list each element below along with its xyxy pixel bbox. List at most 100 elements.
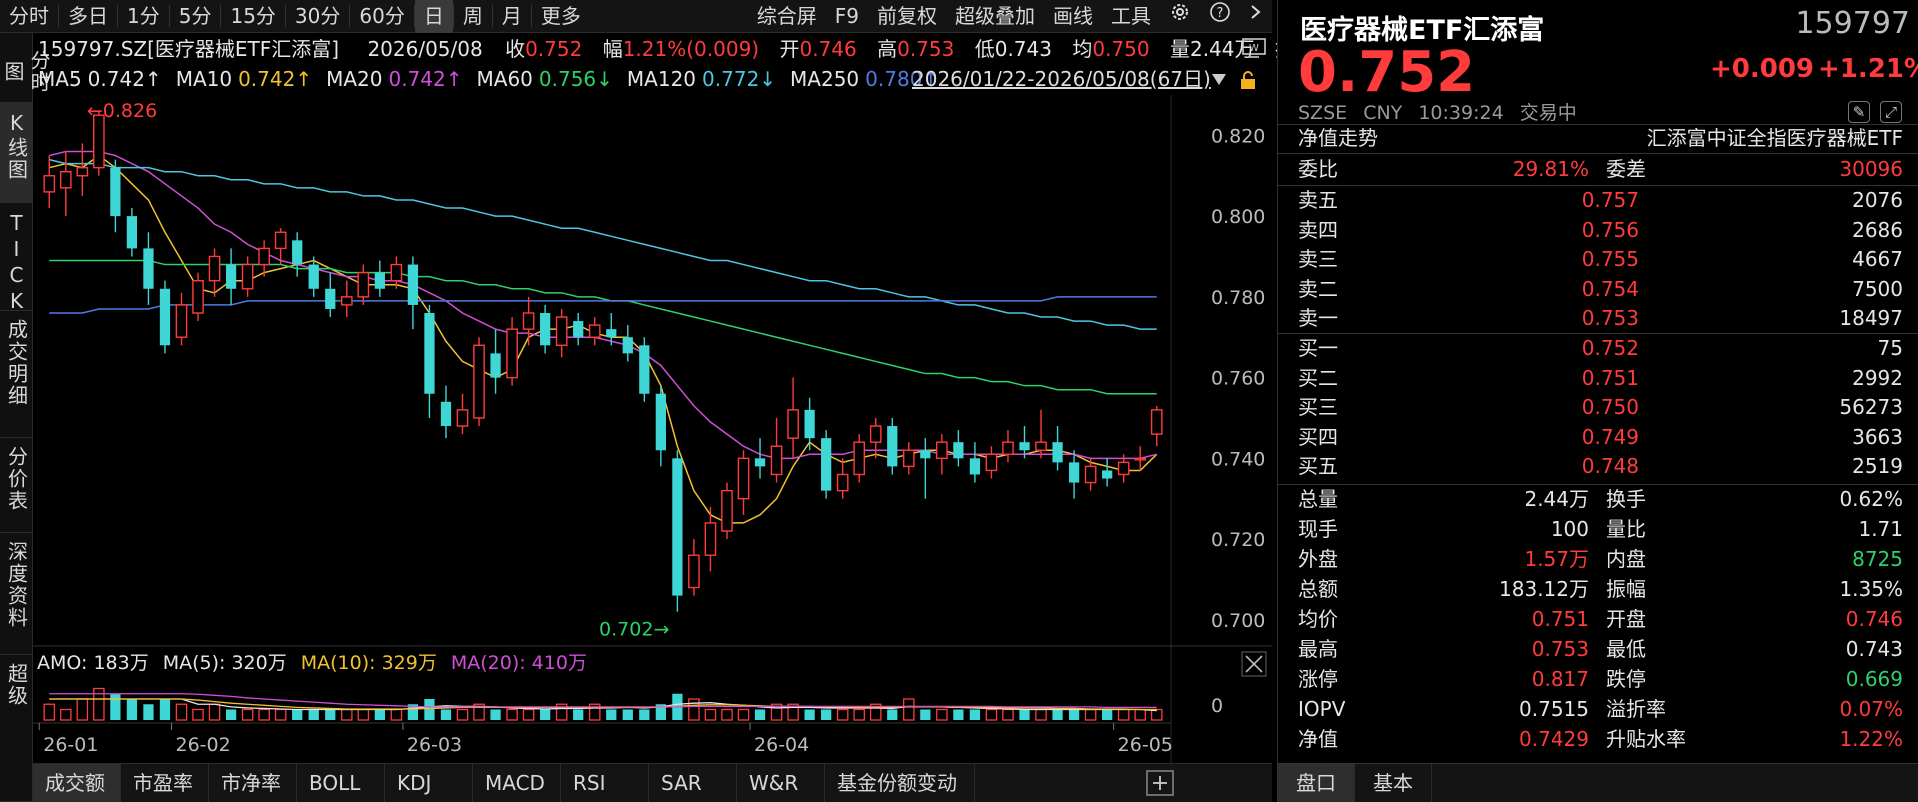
candle[interactable]: [1052, 426, 1063, 471]
indicator-tab[interactable]: MACD: [473, 764, 561, 802]
candle[interactable]: [902, 442, 915, 475]
candle[interactable]: [258, 240, 270, 277]
expand-icon[interactable]: ⤢: [1880, 100, 1902, 123]
candle[interactable]: [869, 417, 882, 459]
candle[interactable]: [639, 337, 650, 402]
period-tab[interactable]: 日: [414, 0, 453, 33]
candle[interactable]: [737, 450, 750, 515]
candle[interactable]: [143, 232, 154, 305]
tool-button[interactable]: 画线: [1053, 4, 1093, 28]
side-tab[interactable]: K线图: [0, 103, 33, 203]
side-tab[interactable]: 超级: [0, 655, 33, 802]
date-range[interactable]: 2026/01/22-2026/05/08(67日): [912, 67, 1211, 91]
ask-row[interactable]: 卖一 0.753 18497: [1278, 304, 1918, 333]
help-icon[interactable]: ?: [1200, 0, 1240, 33]
candle[interactable]: [292, 232, 303, 277]
candle[interactable]: [1150, 405, 1163, 447]
bid-row[interactable]: 买一 0.752 75: [1278, 334, 1918, 363]
candle[interactable]: [1035, 409, 1047, 459]
candle[interactable]: [804, 397, 815, 451]
candle[interactable]: [688, 539, 700, 596]
candle[interactable]: [985, 446, 998, 479]
indicator-tab[interactable]: 市盈率: [121, 764, 209, 802]
period-tab[interactable]: 15分: [230, 3, 276, 28]
indicator-tab[interactable]: KDJ: [385, 764, 473, 802]
indicator-tab[interactable]: 市净率: [209, 764, 297, 802]
side-tab[interactable]: 分价表: [0, 438, 33, 533]
period-tab[interactable]: 月: [501, 3, 522, 28]
candle[interactable]: [1002, 430, 1014, 463]
candle[interactable]: [573, 313, 584, 346]
period-tab[interactable]: 分时: [9, 3, 49, 28]
kline-chart[interactable]: 0.820 0.800 0.780 0.760 0.740 0.720 0.700 ←0.82…: [33, 95, 1272, 763]
side-tab[interactable]: 深度资料: [0, 533, 33, 655]
candle[interactable]: [175, 292, 188, 346]
candle[interactable]: [340, 280, 353, 318]
candle[interactable]: [506, 317, 518, 386]
candle[interactable]: [1068, 450, 1080, 499]
candle[interactable]: [606, 313, 617, 346]
candle[interactable]: [655, 385, 666, 467]
lock-icon[interactable]: [1238, 70, 1258, 95]
export-icon[interactable]: W: [1241, 36, 1267, 65]
ask-row[interactable]: 卖三 0.755 4667: [1278, 245, 1918, 274]
indicator-tab[interactable]: BOLL: [297, 764, 385, 802]
tool-button[interactable]: 综合屏: [756, 4, 817, 28]
candle[interactable]: [225, 248, 237, 305]
candle[interactable]: [836, 458, 849, 499]
candle[interactable]: [43, 155, 56, 209]
candle[interactable]: [159, 280, 171, 354]
candle[interactable]: [407, 256, 419, 330]
ask-row[interactable]: 卖四 0.756 2686: [1278, 216, 1918, 245]
dropdown-arrow-icon[interactable]: [1210, 70, 1228, 92]
candle[interactable]: [787, 377, 799, 459]
period-tab[interactable]: 30分: [294, 3, 341, 28]
period-tab[interactable]: 1分: [127, 3, 160, 28]
period-tab[interactable]: 更多: [540, 3, 581, 28]
indicator-tab[interactable]: 基金份额变动: [825, 764, 975, 802]
candle[interactable]: [672, 450, 683, 612]
candle[interactable]: [473, 337, 485, 427]
candle[interactable]: [622, 325, 633, 362]
candle[interactable]: [540, 304, 551, 354]
candle[interactable]: [936, 434, 948, 475]
ask-row[interactable]: 卖二 0.754 7500: [1278, 275, 1918, 304]
candle[interactable]: [1134, 446, 1147, 471]
candle[interactable]: [853, 434, 866, 483]
candle[interactable]: [953, 430, 964, 467]
period-tab[interactable]: 5分: [178, 3, 212, 28]
candle[interactable]: [325, 272, 336, 318]
side-tab[interactable]: 分时图: [0, 33, 51, 103]
gear-icon[interactable]: [1160, 0, 1200, 33]
tool-button[interactable]: F9: [834, 4, 859, 28]
quote-panel-tab[interactable]: 盘口: [1278, 764, 1355, 802]
ask-row[interactable]: 卖五 0.757 2076: [1278, 186, 1918, 215]
period-tab[interactable]: 周: [462, 3, 483, 28]
candle[interactable]: [588, 317, 601, 346]
candle[interactable]: [126, 208, 138, 257]
edit-icon[interactable]: ✎: [1848, 100, 1870, 123]
side-tab[interactable]: TICK: [0, 203, 33, 315]
indicator-tab[interactable]: RSI: [561, 764, 649, 802]
quote-panel-tab[interactable]: 基本: [1355, 764, 1432, 802]
close-icon[interactable]: [1241, 651, 1267, 677]
candle[interactable]: [192, 272, 204, 322]
candle[interactable]: [424, 304, 435, 418]
nav-trend-row[interactable]: 净值走势 汇添富中证全指医疗器械ETF: [1278, 124, 1918, 153]
candle[interactable]: [76, 143, 89, 196]
candle[interactable]: [721, 482, 733, 540]
tool-button[interactable]: 工具: [1111, 4, 1151, 28]
candle[interactable]: [357, 264, 370, 305]
candle[interactable]: [821, 430, 832, 499]
candle[interactable]: [274, 228, 287, 265]
candle[interactable]: [490, 329, 501, 394]
indicator-tab[interactable]: 成交额: [33, 764, 121, 802]
tool-button[interactable]: 前复权: [877, 4, 937, 28]
candle[interactable]: [555, 308, 568, 358]
bid-row[interactable]: 买三 0.750 56273: [1278, 393, 1918, 422]
indicator-tab[interactable]: W&R: [737, 764, 825, 802]
bid-row[interactable]: 买二 0.751 2992: [1278, 364, 1918, 393]
period-tab[interactable]: 多日: [68, 3, 108, 28]
candle[interactable]: [308, 256, 319, 297]
candle[interactable]: [390, 256, 403, 289]
